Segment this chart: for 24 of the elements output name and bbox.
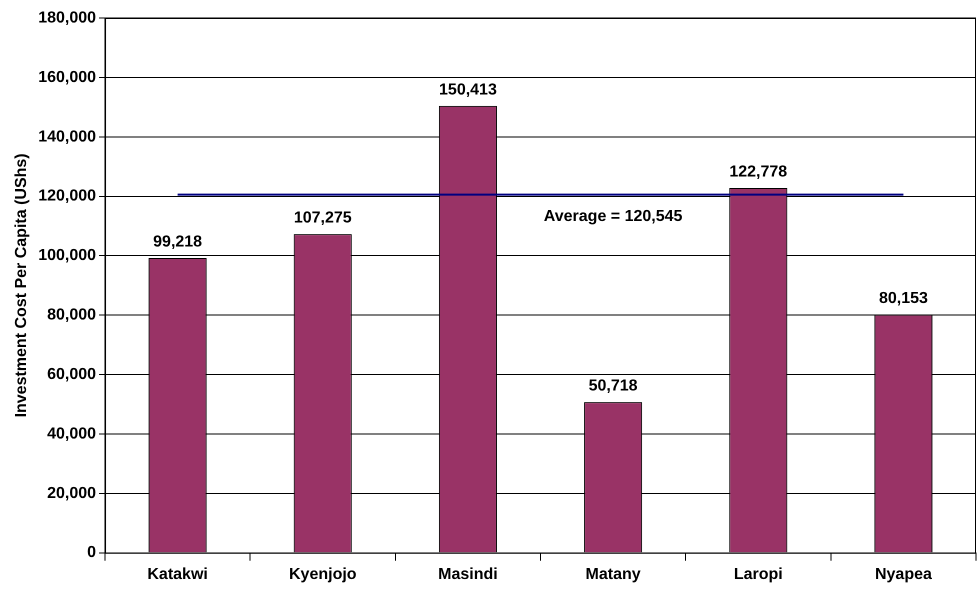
y-tick-label: 20,000	[47, 484, 96, 502]
y-tick-label: 40,000	[47, 425, 96, 442]
y-tick-label: 180,000	[38, 9, 96, 26]
data-label: 50,718	[588, 378, 638, 395]
y-tick-label: 80,000	[47, 306, 96, 324]
y-axis-title: Investment Cost Per Capita (UShs)	[13, 153, 30, 418]
x-tick-label: Kyenjojo	[288, 566, 357, 583]
y-tick-label: 0	[87, 544, 96, 562]
x-tick-label: Katakwi	[147, 566, 208, 583]
y-tick-label: 100,000	[38, 247, 96, 264]
x-tick-label: Nyapea	[874, 566, 932, 583]
y-tick-label: 120,000	[38, 188, 96, 205]
data-label: 99,218	[153, 233, 202, 250]
y-tick-label: 140,000	[38, 128, 96, 146]
y-tick-label: 60,000	[47, 366, 96, 383]
ref-line-label: Average = 120,545	[544, 208, 683, 226]
x-tick-label: Laropi	[734, 566, 783, 583]
y-tick-label: 160,000	[38, 68, 96, 86]
x-tick-label: Matany	[586, 566, 641, 583]
data-label: 150,413	[439, 81, 497, 98]
data-label: 107,275	[294, 209, 352, 226]
data-label: 80,153	[878, 290, 928, 308]
data-label: 122,778	[729, 163, 788, 180]
x-tick-label: Masindi	[438, 566, 498, 583]
